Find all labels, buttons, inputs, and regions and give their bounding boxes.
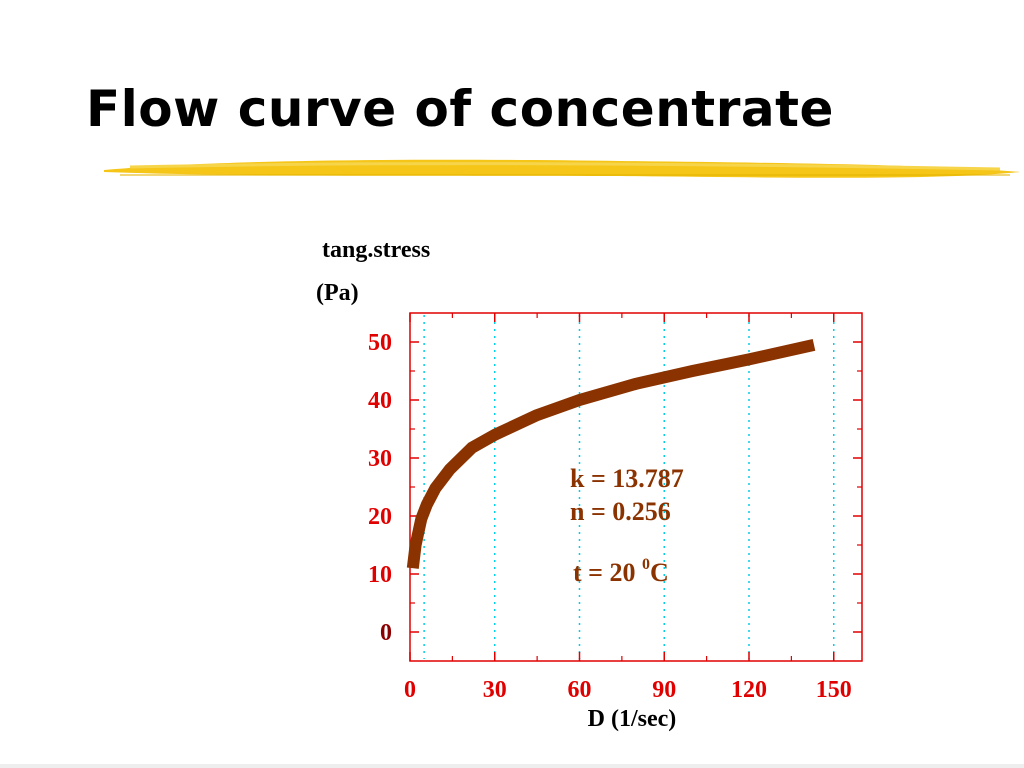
y-tick-label-10: 10 [368, 562, 392, 588]
x-tick-label-120: 120 [731, 677, 767, 703]
bottom-rule [0, 764, 1024, 768]
flow-curve-line [406, 339, 816, 569]
temp-degree-superscript: 0 [642, 556, 650, 573]
x-axis-label: D (1/sec) [588, 706, 677, 732]
y-tick-label-30: 30 [368, 446, 392, 472]
y-tick-label-0: 0 [380, 620, 392, 646]
y-tick-label-40: 40 [368, 388, 392, 414]
temp-unit: C [650, 558, 669, 587]
y-tick-label-20: 20 [368, 504, 392, 530]
annotation-k: k = 13.787 [570, 464, 684, 493]
temp-value: t = 20 [573, 558, 642, 587]
x-tick-label-30: 30 [483, 677, 507, 703]
x-tick-label-90: 90 [652, 677, 676, 703]
yellow-brush-underline [104, 159, 1020, 178]
y-tick-label-50: 50 [368, 330, 392, 356]
x-tick-label-0: 0 [404, 677, 416, 703]
annotation-temperature: t = 20 0C [573, 556, 669, 587]
x-tick-label-60: 60 [568, 677, 592, 703]
tick-layer [409, 313, 862, 661]
annotation-n: n = 0.256 [570, 497, 671, 526]
x-tick-label-150: 150 [816, 677, 852, 703]
y-axis-label-line1: tang.stress [322, 237, 431, 263]
y-axis-label-line2: (Pa) [316, 280, 359, 306]
slide-title: Flow curve of concentrate [86, 80, 834, 138]
label-layer: 0 30 60 90 120 150 0 10 20 30 40 50 [368, 330, 852, 703]
